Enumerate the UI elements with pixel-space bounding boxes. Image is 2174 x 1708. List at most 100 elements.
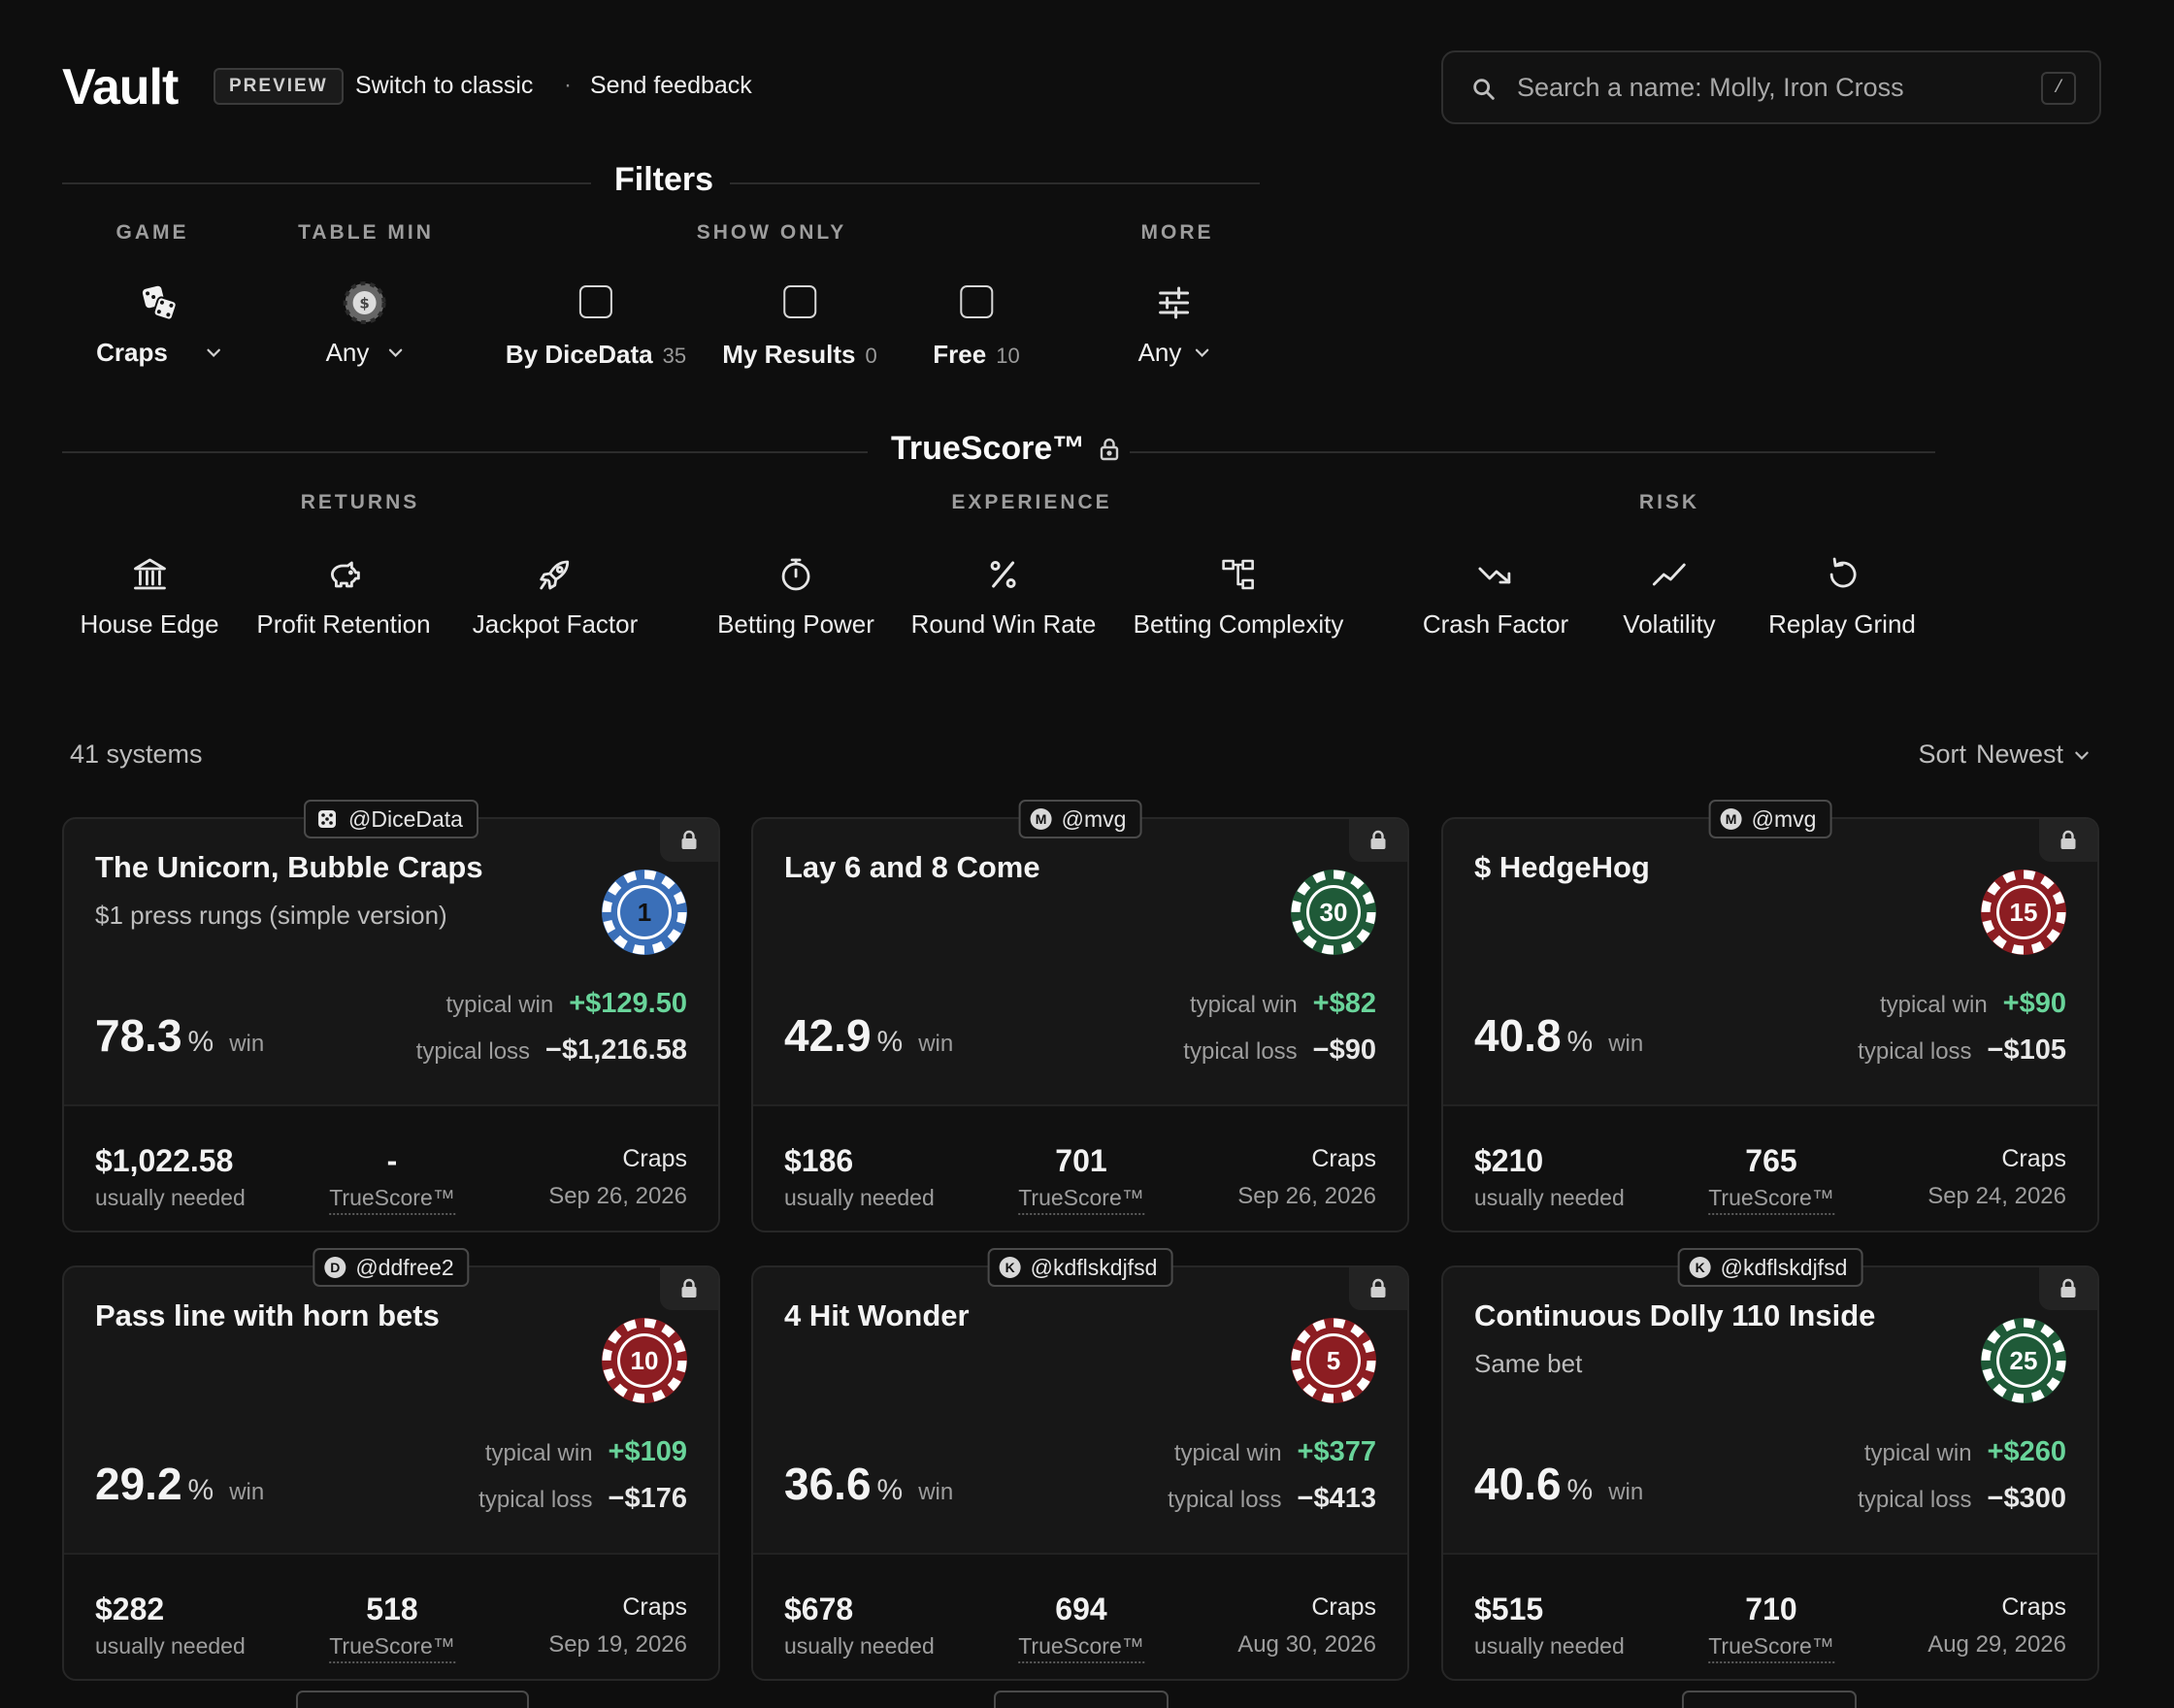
bankroll-needed: $515 usually needed xyxy=(1474,1592,1625,1659)
by-dicedata-checkbox[interactable] xyxy=(579,285,612,318)
table-min-dropdown[interactable]: $ Any xyxy=(326,281,405,368)
filters-rule-left xyxy=(62,182,591,184)
win-value: 42.9 xyxy=(784,1010,872,1061)
card-title: $ HedgeHog xyxy=(1474,850,1650,884)
system-card[interactable]: K @kdflskdjfsd Continuous Dolly 110 Insi… xyxy=(1441,1248,2099,1681)
created-date: Aug 29, 2026 xyxy=(1927,1631,2066,1658)
stopwatch-icon xyxy=(781,558,810,591)
table-min-chip: 10 xyxy=(602,1318,687,1403)
metric-round-win-rate[interactable]: Round Win Rate xyxy=(910,555,1097,640)
system-card[interactable]: D @ddfree2 Pass line with horn bets 10 2… xyxy=(62,1248,720,1681)
truescore-label: TrueScore™ xyxy=(1708,1633,1834,1663)
truescore-stat[interactable]: - TrueScore™ xyxy=(329,1143,455,1215)
my-results-checkbox[interactable] xyxy=(782,285,816,318)
author-avatar: K xyxy=(1689,1257,1711,1278)
percent-sign: % xyxy=(876,1026,904,1058)
free-label: Free xyxy=(933,340,987,369)
sliders-icon xyxy=(1159,286,1190,319)
table-min-chip: 15 xyxy=(1981,870,2066,955)
system-card[interactable]: M @mvg Lay 6 and 8 Come 30 42.9 % win xyxy=(751,800,1409,1232)
game-and-date: Craps Sep 26, 2026 xyxy=(1237,1145,1376,1210)
bankroll-needed-label: usually needed xyxy=(1474,1185,1625,1210)
metric-house-edge[interactable]: House Edge xyxy=(80,555,219,640)
svg-text:$: $ xyxy=(360,295,370,312)
game-dropdown[interactable]: Craps xyxy=(96,281,222,368)
metric-betting-power[interactable]: Betting Power xyxy=(717,555,874,640)
truescore-stat[interactable]: 710 TrueScore™ xyxy=(1708,1592,1834,1663)
author-badge[interactable]: D @ddfree2 xyxy=(313,1248,470,1287)
author-badge[interactable]: M @mvg xyxy=(1708,800,1832,838)
bankroll-needed-label: usually needed xyxy=(95,1185,246,1210)
by-dicedata-label: By DiceData xyxy=(505,340,653,369)
more-filters-dropdown[interactable]: Any xyxy=(1138,281,1211,368)
lock-icon xyxy=(1370,1278,1386,1297)
author-name: @DiceData xyxy=(348,805,463,832)
metric-profit-retention[interactable]: Profit Retention xyxy=(256,555,431,640)
brand-logo[interactable]: Vault xyxy=(62,59,179,115)
lock-icon xyxy=(1101,438,1119,460)
truescore-value: 710 xyxy=(1745,1592,1797,1626)
typical-loss-row: typical loss −$90 xyxy=(1183,1035,1376,1067)
metric-volatility[interactable]: Volatility xyxy=(1623,555,1716,640)
card-lock xyxy=(2039,1267,2097,1310)
search-input[interactable] xyxy=(1517,66,2002,109)
dice-icon xyxy=(318,810,337,828)
table-min-chip: 25 xyxy=(1981,1318,2066,1403)
win-label: win xyxy=(229,1031,265,1057)
metric-replay-grind-label: Replay Grind xyxy=(1768,609,1916,639)
system-card[interactable]: @DiceData The Unicorn, Bubble Craps $1 p… xyxy=(62,800,720,1232)
truescore-group-risk: RISK xyxy=(1638,491,1700,513)
typical-win-row: typical win +$260 xyxy=(1864,1436,2066,1468)
typical-win-value: +$129.50 xyxy=(569,988,687,1019)
truescore-stat[interactable]: 765 TrueScore™ xyxy=(1708,1143,1834,1215)
metric-crash-factor[interactable]: Crash Factor xyxy=(1423,555,1568,640)
author-badge[interactable]: @DiceData xyxy=(304,800,478,838)
free-checkbox[interactable] xyxy=(960,285,993,318)
typical-win-row: typical win +$109 xyxy=(485,1436,687,1468)
checkbox-my-results[interactable]: My Results 0 xyxy=(722,281,877,370)
author-badge[interactable]: K @kdflskdjfsd xyxy=(987,1248,1173,1287)
author-avatar: M xyxy=(1720,808,1742,830)
table-min-chip: 30 xyxy=(1291,870,1376,955)
search-box[interactable]: / xyxy=(1441,50,2101,124)
typical-loss-value: −$90 xyxy=(1312,1035,1376,1066)
metric-jackpot-factor-label: Jackpot Factor xyxy=(472,609,639,639)
typical-loss-row: typical loss −$105 xyxy=(1858,1035,2066,1067)
author-name: @kdflskdjfsd xyxy=(1030,1254,1158,1280)
rocket-icon xyxy=(540,560,570,590)
author-avatar: M xyxy=(1030,808,1052,830)
send-feedback-link[interactable]: Send feedback xyxy=(590,72,752,99)
truescore-label: TrueScore™ xyxy=(329,1633,455,1663)
metric-betting-complexity[interactable]: Betting Complexity xyxy=(1134,555,1343,640)
typical-loss-label: typical loss xyxy=(1858,1038,1972,1065)
truescore-stat[interactable]: 518 TrueScore™ xyxy=(329,1592,455,1663)
win-label: win xyxy=(1608,1479,1644,1505)
sort-label: Sort xyxy=(1918,739,1966,769)
metric-jackpot-factor[interactable]: Jackpot Factor xyxy=(472,555,639,640)
system-card[interactable]: K @kdflskdjfsd 4 Hit Wonder 5 36.6 % win xyxy=(751,1248,1409,1681)
checkbox-free[interactable]: Free 10 xyxy=(933,281,1020,370)
filter-group-game: GAME xyxy=(115,221,189,244)
card-title: 4 Hit Wonder xyxy=(784,1298,970,1332)
bankroll-needed-label: usually needed xyxy=(1474,1633,1625,1659)
bankroll-needed-value: $678 xyxy=(784,1592,854,1626)
game-and-date: Craps Sep 19, 2026 xyxy=(548,1593,687,1659)
author-badge[interactable]: M @mvg xyxy=(1018,800,1142,838)
game-name: Craps xyxy=(622,1145,687,1172)
created-date: Aug 30, 2026 xyxy=(1237,1631,1376,1658)
author-name: @mvg xyxy=(1061,805,1127,832)
system-card[interactable]: M @mvg $ HedgeHog 15 40.8 % win typica xyxy=(1441,800,2099,1232)
checkbox-by-dicedata[interactable]: By DiceData 35 xyxy=(506,281,686,370)
typical-loss-row: typical loss −$300 xyxy=(1858,1483,2066,1515)
card-footer: $1,022.58 usually needed - TrueScore™ Cr… xyxy=(64,1104,718,1231)
truescore-stat[interactable]: 694 TrueScore™ xyxy=(1018,1592,1144,1663)
author-badge[interactable]: K @kdflskdjfsd xyxy=(1677,1248,1863,1287)
truescore-stat[interactable]: 701 TrueScore™ xyxy=(1018,1143,1144,1215)
author-name: @ddfree2 xyxy=(355,1254,454,1280)
metric-replay-grind[interactable]: Replay Grind xyxy=(1768,555,1916,640)
trending-up-icon xyxy=(1652,563,1686,586)
metric-round-win-rate-label: Round Win Rate xyxy=(910,609,1097,639)
switch-to-classic-link[interactable]: Switch to classic xyxy=(355,72,534,99)
trending-down-icon xyxy=(1478,567,1511,584)
sort-dropdown[interactable]: Sort Newest xyxy=(1918,739,2091,770)
